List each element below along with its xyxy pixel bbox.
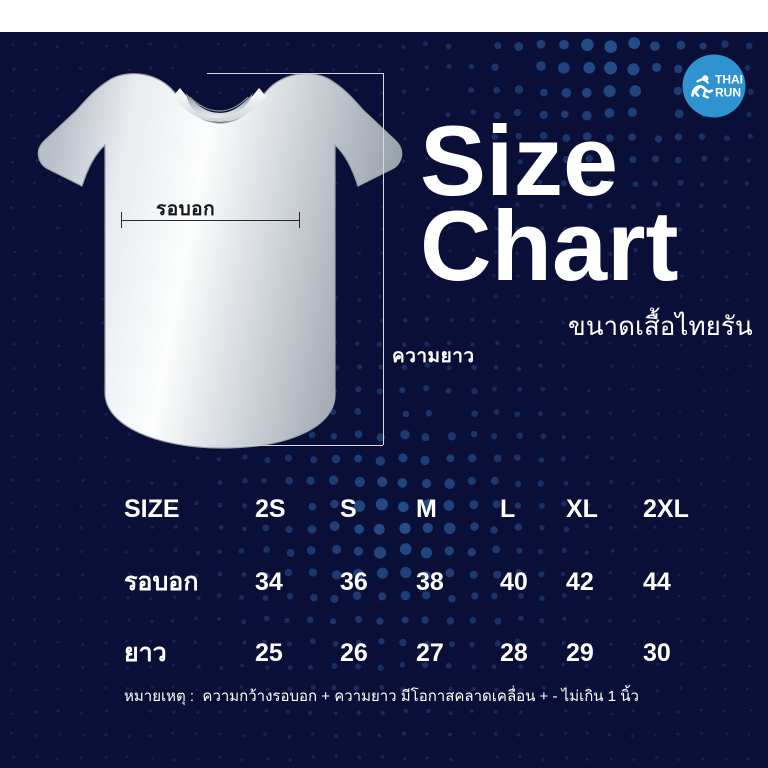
svg-text:RUN: RUN (715, 86, 741, 100)
svg-text:THAI: THAI (715, 73, 743, 87)
